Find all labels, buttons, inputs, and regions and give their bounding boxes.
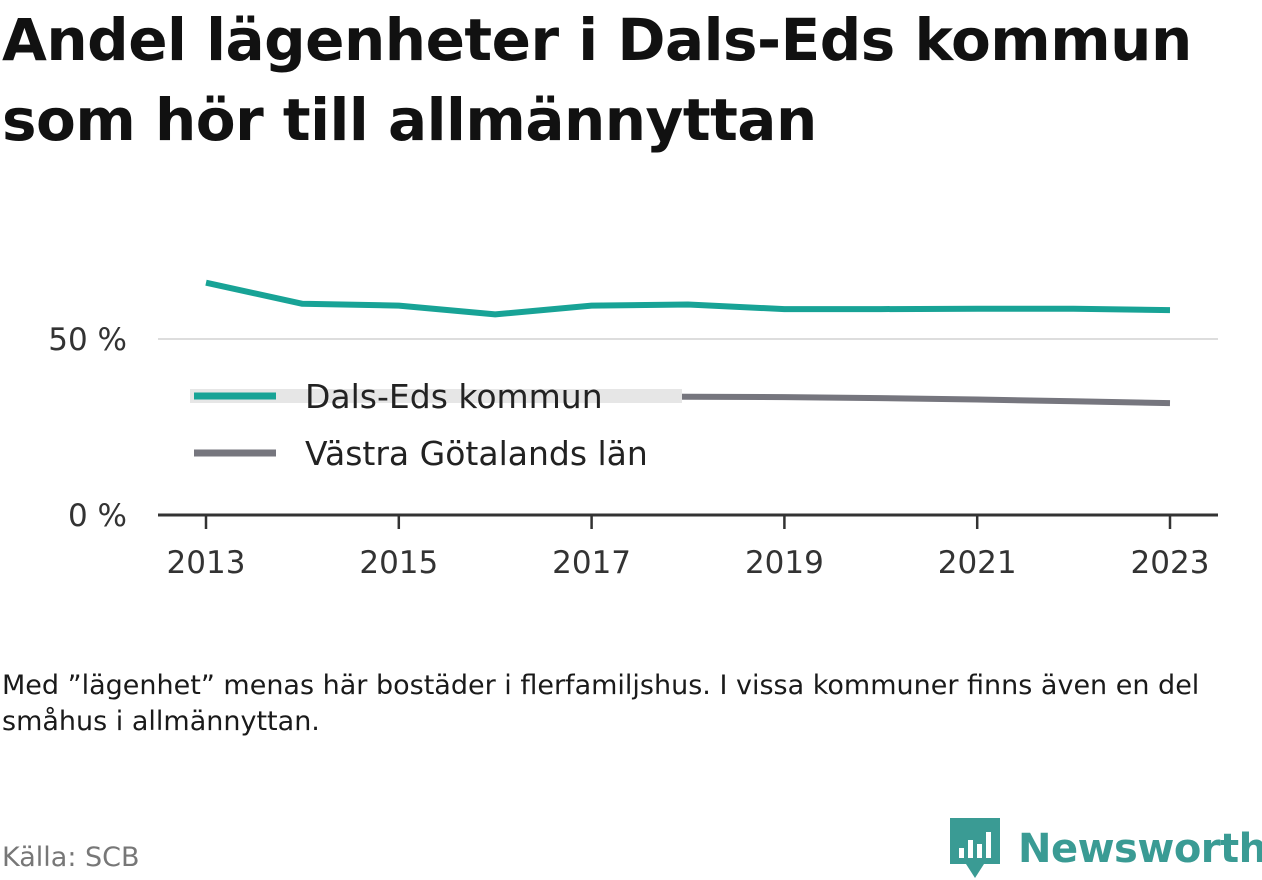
- y-tick-label: 50 %: [48, 322, 127, 358]
- chart-title: Andel lägenheter i Dals-Eds kommun som h…: [2, 6, 1192, 154]
- x-tick-label: 2019: [745, 545, 824, 581]
- brand[interactable]: Newsworthy: [950, 818, 1262, 880]
- series-line-dals-ed: [205, 279, 1171, 318]
- x-tick-label: 2017: [552, 545, 631, 581]
- legend-label-vastra-gotaland: Västra Götalands län: [305, 434, 648, 473]
- line-chart: 0 % 50 % 2013 2015 2017 2019 2021 2023 Dals-Eds…: [48, 279, 1218, 581]
- chart-note: Med ”lägenhet” menas här bostäder i fler…: [2, 670, 1200, 737]
- newsworthy-logo-icon: [950, 818, 1000, 878]
- x-tick-label: 2023: [1131, 545, 1210, 581]
- source-label: Källa: SCB: [2, 842, 140, 873]
- x-tick-label: 2015: [359, 545, 438, 581]
- brand-name: Newsworthy: [1018, 826, 1262, 872]
- axes: 0 % 50 % 2013 2015 2017 2019 2021 2023: [48, 322, 1218, 581]
- x-tick-label: 2013: [167, 545, 246, 581]
- x-tick-label: 2021: [938, 545, 1017, 581]
- legend-halo: [190, 389, 682, 403]
- legend-label-dals-ed: Dals-Eds kommun: [305, 377, 603, 416]
- y-tick-label: 0 %: [68, 498, 127, 534]
- legend: Dals-Eds kommun Västra Götalands län: [190, 377, 682, 473]
